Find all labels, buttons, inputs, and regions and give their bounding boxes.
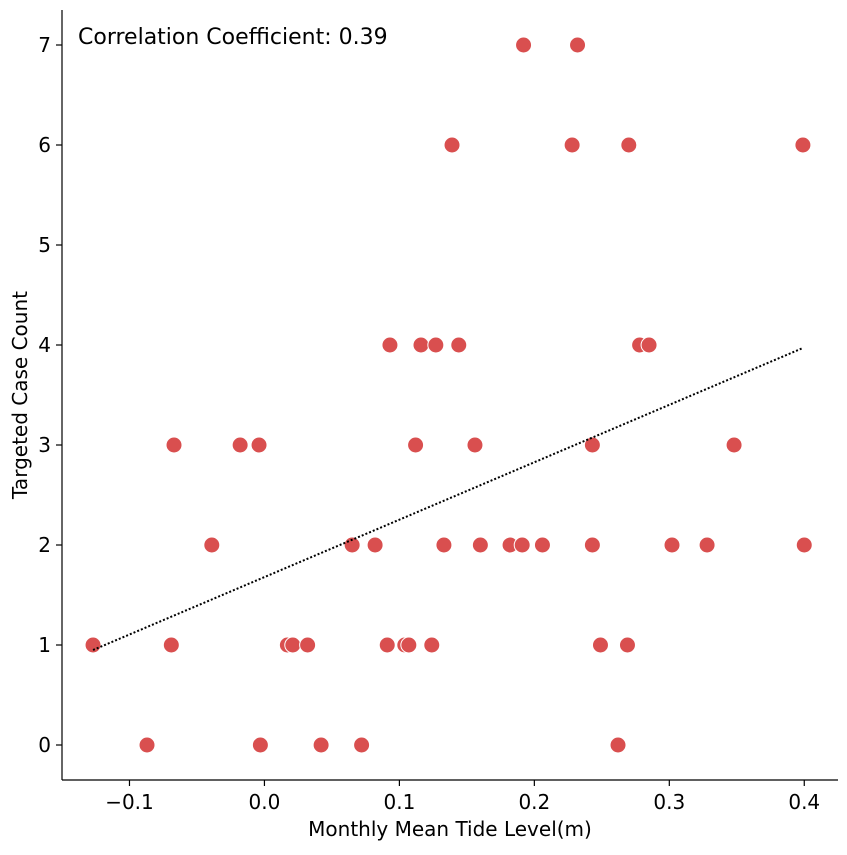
data-point [583,436,601,454]
data-point [250,436,268,454]
data-point [284,636,302,654]
y-tick-label: 4 [38,333,51,357]
correlation-annotation: Correlation Coefficient: 0.39 [78,25,388,50]
data-point [251,736,269,754]
points-layer [84,36,813,754]
data-point [583,536,601,554]
data-point [400,636,418,654]
x-tick-label: 0.0 [249,790,281,814]
data-point [663,536,681,554]
y-tick-label: 1 [38,633,51,657]
data-point [569,36,587,54]
x-tick-label: 0.4 [788,790,820,814]
x-tick-label: 0.3 [653,790,685,814]
data-point [466,436,484,454]
data-point [513,536,531,554]
y-tick-label: 0 [38,733,51,757]
x-ticks: −0.1 0.0 0.1 0.2 0.3 0.4 [105,780,820,814]
x-tick-label: −0.1 [105,790,154,814]
data-point [162,636,180,654]
data-point [407,436,425,454]
data-point [84,636,102,654]
data-point [471,536,489,554]
data-point [138,736,156,754]
data-point [609,736,627,754]
data-point [381,336,399,354]
data-point [640,336,658,354]
y-ticks: 0 1 2 3 4 5 6 7 [38,33,62,757]
data-point [620,136,638,154]
data-point [312,736,330,754]
trend-layer [92,347,804,651]
data-point [299,636,317,654]
y-axis-label: Targeted Case Count [8,291,32,500]
data-point [203,536,221,554]
y-tick-label: 3 [38,433,51,457]
data-point [591,636,609,654]
y-tick-label: 2 [38,533,51,557]
data-point [435,536,453,554]
data-point [443,136,461,154]
data-point [794,136,812,154]
data-point [423,636,441,654]
data-point [563,136,581,154]
data-point [427,336,445,354]
data-point [165,436,183,454]
trend-line [92,347,804,651]
data-point [378,636,396,654]
data-point [795,536,813,554]
data-point [698,536,716,554]
axes-layer [61,10,838,781]
data-point [366,536,384,554]
data-point [725,436,743,454]
data-point [533,536,551,554]
y-tick-label: 5 [38,233,51,257]
x-tick-label: 0.1 [383,790,415,814]
data-point [412,336,430,354]
y-tick-label: 6 [38,133,51,157]
data-point [618,636,636,654]
y-tick-label: 7 [38,33,51,57]
x-tick-label: 0.2 [518,790,550,814]
data-point [231,436,249,454]
data-point [450,336,468,354]
data-point [515,36,533,54]
x-axis-label: Monthly Mean Tide Level(m) [308,817,592,841]
data-point [353,736,371,754]
